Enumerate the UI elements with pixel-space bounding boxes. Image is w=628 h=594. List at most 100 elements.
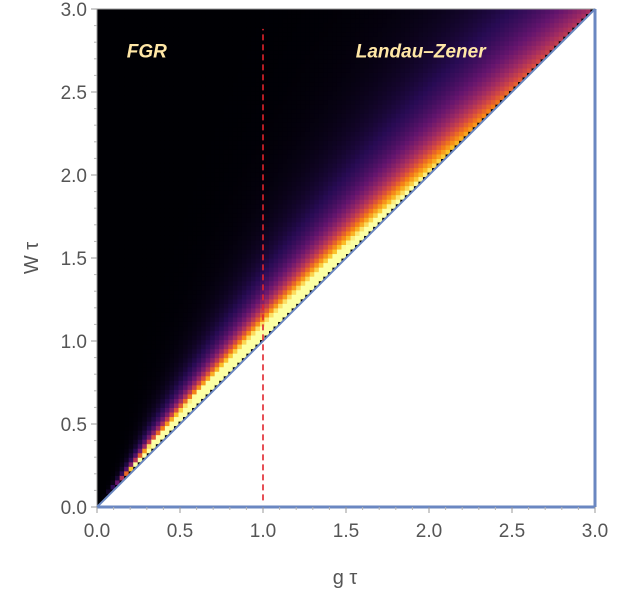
heatmap-cell	[155, 294, 161, 300]
heatmap-cell	[119, 171, 125, 178]
heatmap-cell	[106, 316, 112, 322]
heatmap-cell	[128, 434, 134, 440]
heatmap-cell	[327, 140, 334, 146]
heatmap-cell	[106, 334, 112, 341]
heatmap-cell	[119, 298, 125, 304]
heatmap-cell	[341, 208, 347, 214]
heatmap-cell	[97, 398, 103, 404]
heatmap-cell	[187, 393, 193, 399]
heatmap-cell	[368, 13, 374, 19]
heatmap-cell	[124, 398, 130, 404]
heatmap-cell	[119, 457, 125, 463]
heatmap-cell	[350, 126, 356, 132]
heatmap-cell	[169, 113, 175, 119]
heatmap-cell	[269, 271, 275, 277]
heatmap-cell	[314, 239, 320, 246]
heatmap-cell	[346, 153, 352, 159]
heatmap-cell	[264, 9, 270, 15]
heatmap-cell	[264, 140, 270, 146]
heatmap-cell	[178, 72, 184, 78]
heatmap-cell	[142, 425, 148, 431]
heatmap-cell	[341, 31, 347, 37]
heatmap-cell	[314, 67, 320, 73]
heatmap-cell	[273, 185, 279, 191]
heatmap-cell	[151, 325, 157, 332]
heatmap-cell	[332, 31, 338, 37]
heatmap-cell	[164, 212, 171, 218]
heatmap-cell	[137, 167, 143, 173]
heatmap-cell	[151, 294, 157, 300]
heatmap-cell	[223, 212, 229, 218]
heatmap-cell	[101, 448, 107, 454]
heatmap-cell	[146, 144, 152, 150]
heatmap-cell	[119, 452, 125, 458]
heatmap-cell	[300, 149, 306, 155]
heatmap-cell	[219, 348, 225, 354]
heatmap-cell	[269, 63, 275, 69]
heatmap-cell	[183, 321, 189, 327]
heatmap-cell	[287, 144, 293, 150]
heatmap-cell	[97, 153, 103, 159]
heatmap-cell	[201, 357, 207, 363]
heatmap-cell	[305, 171, 311, 178]
heatmap-cell	[305, 135, 311, 141]
heatmap-cell	[332, 81, 338, 87]
heatmap-cell	[142, 13, 148, 19]
heatmap-cell	[291, 289, 297, 295]
heatmap-cell	[106, 420, 112, 427]
heatmap-cell	[341, 230, 347, 236]
heatmap-cell	[133, 416, 139, 422]
heatmap-cell	[305, 49, 311, 55]
heatmap-cell	[101, 371, 107, 377]
heatmap-cell	[151, 203, 157, 209]
heatmap-cell	[97, 63, 103, 69]
heatmap-cell	[97, 384, 103, 390]
heatmap-cell	[137, 144, 143, 150]
heatmap-cell	[196, 135, 202, 141]
heatmap-cell	[332, 95, 338, 101]
heatmap-cell	[137, 99, 143, 105]
heatmap-cell	[291, 199, 297, 205]
heatmap-cell	[201, 199, 207, 205]
heatmap-cell	[183, 212, 189, 218]
heatmap-cell	[110, 420, 116, 427]
heatmap-cell	[205, 362, 211, 368]
heatmap-cell	[350, 63, 356, 69]
heatmap-cell	[164, 353, 171, 359]
heatmap-cell	[214, 108, 220, 114]
heatmap-cell	[101, 303, 107, 309]
heatmap-cell	[210, 185, 216, 191]
heatmap-cell	[151, 153, 157, 159]
heatmap-cell	[201, 99, 207, 105]
heatmap-cell	[327, 217, 334, 223]
heatmap-cell	[250, 27, 257, 33]
heatmap-cell	[282, 49, 288, 55]
heatmap-cell	[169, 171, 175, 178]
heatmap-cell	[106, 285, 112, 291]
heatmap-cell	[128, 58, 134, 64]
heatmap-cell	[296, 181, 302, 187]
heatmap-cell	[323, 248, 329, 255]
heatmap-cell	[246, 162, 252, 169]
heatmap-cell	[368, 31, 374, 37]
heatmap-cell	[110, 389, 116, 395]
heatmap-cell	[155, 194, 161, 200]
heatmap-cell	[151, 22, 157, 28]
heatmap-cell	[373, 221, 379, 227]
heatmap-cell	[106, 122, 112, 128]
heatmap-cell	[255, 140, 261, 146]
heatmap-cell	[115, 167, 121, 173]
heatmap-cell	[169, 40, 175, 46]
heatmap-cell	[291, 22, 297, 28]
heatmap-cell	[124, 425, 130, 431]
heatmap-cell	[169, 411, 175, 418]
heatmap-cell	[101, 466, 107, 472]
heatmap-cell	[128, 258, 134, 264]
heatmap-cell	[336, 40, 343, 46]
heatmap-cell	[128, 144, 134, 150]
heatmap-cell	[178, 280, 184, 286]
heatmap-cell	[128, 303, 134, 309]
heatmap-cell	[323, 31, 329, 37]
heatmap-cell	[164, 316, 171, 322]
heatmap-cell	[169, 212, 175, 218]
